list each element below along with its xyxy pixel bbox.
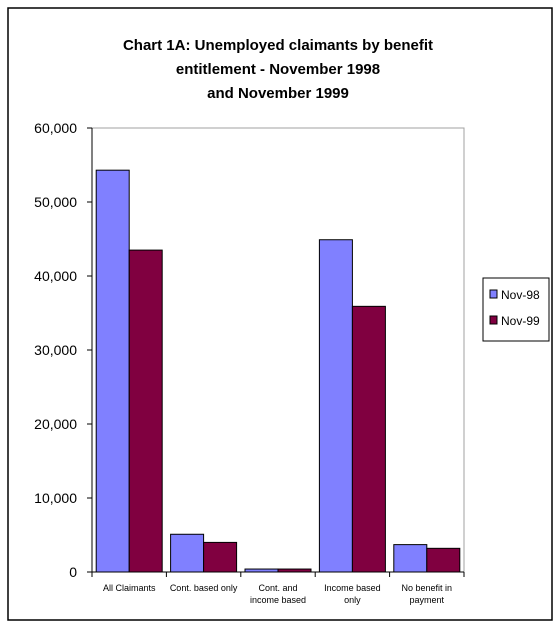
x-axis: All Claimants Cont. based only Cont. and in… — [91, 571, 465, 605]
bar-nov-98-4 — [318, 239, 353, 573]
x-tick-label: No benefit in — [402, 583, 453, 593]
bar-nov-99-5 — [426, 547, 461, 573]
bars — [95, 169, 461, 573]
chart-title-line-3: and November 1999 — [207, 85, 349, 102]
y-tick-label: 60,000 — [34, 120, 77, 136]
bar-nov-98-1 — [95, 169, 130, 573]
y-tick-label: 10,000 — [34, 490, 77, 506]
x-tick-label: payment — [410, 595, 445, 605]
x-tick-label: income based — [250, 595, 306, 605]
bar-nov-99-2 — [203, 541, 238, 573]
legend-box — [482, 277, 550, 342]
bar-nov-98-5 — [393, 544, 428, 573]
x-tick-label: All Claimants — [103, 583, 156, 593]
bar-nov-99-4 — [351, 305, 386, 573]
x-tick-label: only — [344, 595, 361, 605]
legend-label-nov-98: Nov-98 — [501, 288, 540, 302]
y-tick-label: 20,000 — [34, 416, 77, 432]
legend: Nov-98 Nov-99 — [482, 277, 550, 342]
chart-title-line-2: entitlement - November 1998 — [176, 61, 380, 78]
x-tick-label: Income based — [324, 583, 381, 593]
y-axis: 0 10,000 20,000 30,000 40,000 50,000 60,000 — [34, 120, 93, 580]
legend-swatch-nov-98 — [489, 289, 498, 299]
y-tick-label: 40,000 — [34, 268, 77, 284]
y-tick-label: 0 — [69, 564, 77, 580]
bar-nov-99-1 — [128, 249, 163, 573]
y-tick-label: 30,000 — [34, 342, 77, 358]
legend-label-nov-99: Nov-99 — [501, 314, 540, 328]
y-tick-label: 50,000 — [34, 194, 77, 210]
x-tick-label: Cont. based only — [170, 583, 238, 593]
legend-swatch-nov-99 — [489, 315, 498, 325]
bar-nov-98-2 — [170, 533, 205, 573]
x-tick-label: Cont. and — [258, 583, 297, 593]
chart-title: Chart 1A: Unemployed claimants by benefi… — [123, 37, 433, 102]
chart-title-line-1: Chart 1A: Unemployed claimants by benefi… — [123, 37, 433, 54]
